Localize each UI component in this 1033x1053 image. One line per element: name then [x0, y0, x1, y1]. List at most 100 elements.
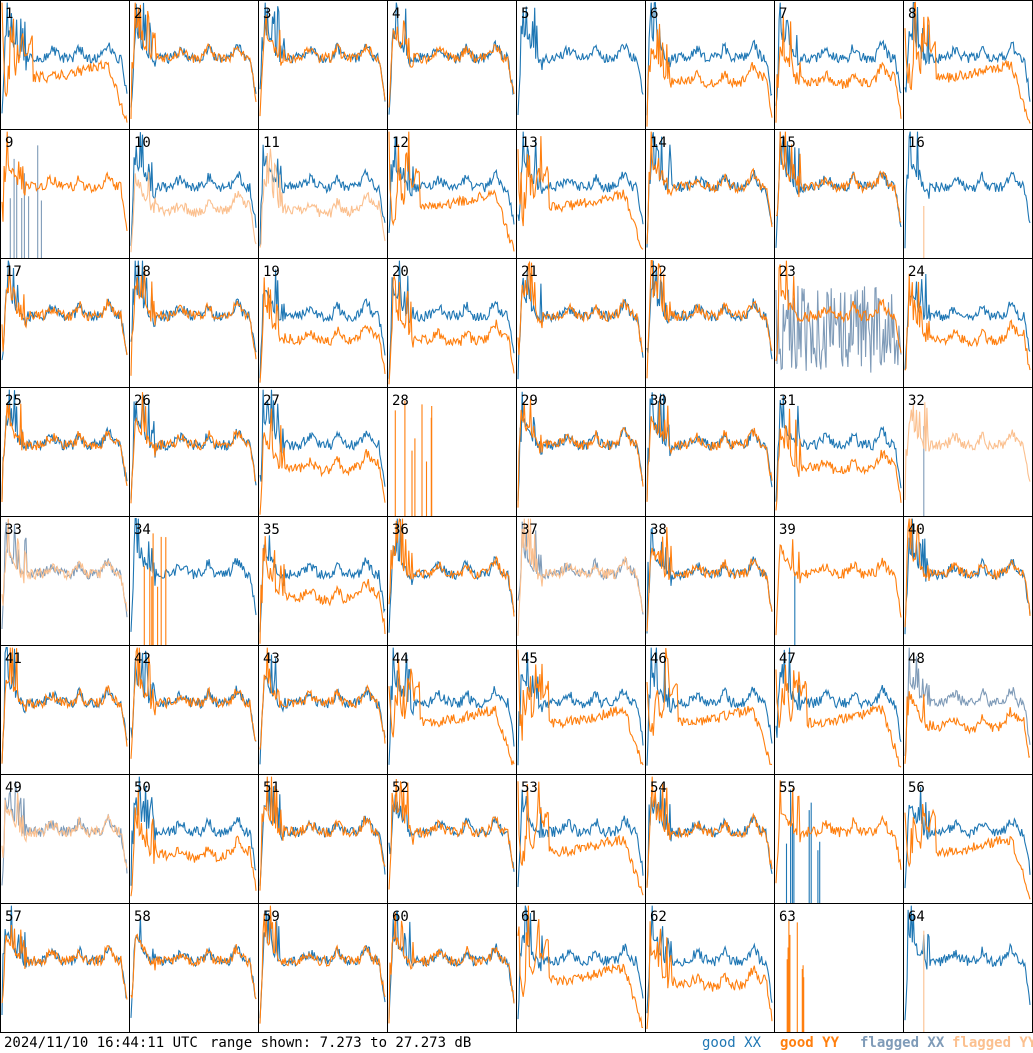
panel-2: 2	[129, 0, 259, 130]
series-yy	[388, 912, 515, 1024]
series-yy	[388, 131, 515, 252]
series-yy	[775, 780, 902, 884]
panel-22: 22	[645, 258, 775, 388]
series-xx	[130, 518, 257, 632]
series-yy	[130, 266, 257, 376]
series-yy	[130, 647, 257, 759]
series-xx	[646, 1, 773, 116]
panel-34: 34	[129, 516, 259, 646]
panel-31: 31	[774, 387, 904, 517]
panel-19: 19	[258, 258, 388, 388]
series-yy	[786, 920, 805, 1032]
panel-label: 10	[134, 135, 151, 151]
series-xx	[646, 526, 773, 634]
panel-label: 44	[392, 651, 409, 667]
panel-63: 63	[774, 903, 904, 1033]
panel-frame	[903, 0, 1033, 130]
series-yy	[1, 403, 128, 503]
legend-good-yy: good YY	[780, 1035, 840, 1051]
series-yy	[775, 260, 902, 362]
panel-label: 52	[392, 780, 409, 796]
panel-48: 48	[903, 645, 1033, 775]
panel-label: 56	[908, 780, 925, 796]
series-yy	[775, 539, 902, 636]
panel-label: 62	[650, 909, 667, 925]
series-xx	[259, 269, 386, 379]
panel-label: 38	[650, 522, 667, 538]
series-yy	[130, 172, 257, 253]
panel-label: 51	[263, 780, 280, 796]
series-yy	[646, 260, 773, 379]
series-yy	[1, 268, 128, 356]
panel-label: 23	[779, 264, 796, 280]
series-yy	[259, 536, 386, 644]
series-xx	[388, 910, 515, 1019]
panel-label: 59	[263, 909, 280, 925]
series-yy	[646, 131, 773, 244]
panel-47: 47	[774, 645, 904, 775]
panel-24: 24	[903, 258, 1033, 388]
series-yy	[130, 2, 257, 120]
footer: 2024/11/10 16:44:11 UTC range shown: 7.2…	[0, 1033, 1033, 1053]
series-xx	[259, 784, 386, 887]
panel-10: 10	[129, 129, 259, 259]
panel-53: 53	[516, 774, 646, 904]
panel-50: 50	[129, 774, 259, 904]
series-yy	[259, 277, 386, 383]
panel-39: 39	[774, 516, 904, 646]
series-yy	[388, 274, 515, 385]
series-xx	[904, 131, 1031, 249]
panel-label: 49	[5, 780, 22, 796]
panel-15: 15	[774, 129, 904, 259]
panel-label: 55	[779, 780, 796, 796]
panel-label: 54	[650, 780, 667, 796]
panel-label: 28	[392, 393, 409, 409]
panel-label: 19	[263, 264, 280, 280]
panel-label: 13	[521, 135, 538, 151]
series-xx	[775, 2, 902, 106]
series-xx	[130, 394, 257, 500]
panel-label: 30	[650, 393, 667, 409]
series-yy	[517, 781, 644, 896]
series-yy	[130, 933, 257, 1000]
panel-label: 17	[5, 264, 22, 280]
panel-label: 21	[521, 264, 538, 280]
series-yy	[775, 408, 902, 511]
panel-frame	[387, 0, 517, 130]
panel-label: 9	[5, 135, 13, 151]
series-yy	[1, 647, 128, 764]
series-xx	[130, 132, 257, 246]
series-xx	[904, 273, 1031, 371]
panel-label: 34	[134, 522, 151, 538]
panel-label: 22	[650, 264, 667, 280]
series-xx	[259, 535, 386, 633]
series-yy	[1, 131, 128, 231]
series-yy	[259, 905, 386, 1024]
series-xx	[646, 647, 773, 766]
series-yy	[775, 16, 902, 123]
series-xx	[517, 131, 644, 225]
series-xx	[646, 260, 773, 360]
series-yy	[517, 398, 644, 508]
panel-12: 12	[387, 129, 517, 259]
panel-label: 26	[134, 393, 151, 409]
panel-label: 57	[5, 909, 22, 925]
panel-32: 32	[903, 387, 1033, 517]
panel-42: 42	[129, 645, 259, 775]
series-xx	[259, 389, 386, 487]
panel-61: 61	[516, 903, 646, 1033]
panel-label: 8	[908, 6, 916, 22]
panel-36: 36	[387, 516, 517, 646]
panel-41: 41	[0, 645, 130, 775]
range-text: range shown: 7.273 to 27.273 dB	[210, 1035, 472, 1051]
panel-29: 29	[516, 387, 646, 517]
panel-49: 49	[0, 774, 130, 904]
series-xx	[1, 781, 128, 886]
series-yy	[130, 392, 256, 504]
panel-1: 1	[0, 0, 130, 130]
panel-label: 50	[134, 780, 151, 796]
panel-label: 1	[5, 6, 13, 22]
series-yy	[388, 659, 515, 766]
panel-label: 16	[908, 135, 925, 151]
panel-label: 6	[650, 6, 658, 22]
